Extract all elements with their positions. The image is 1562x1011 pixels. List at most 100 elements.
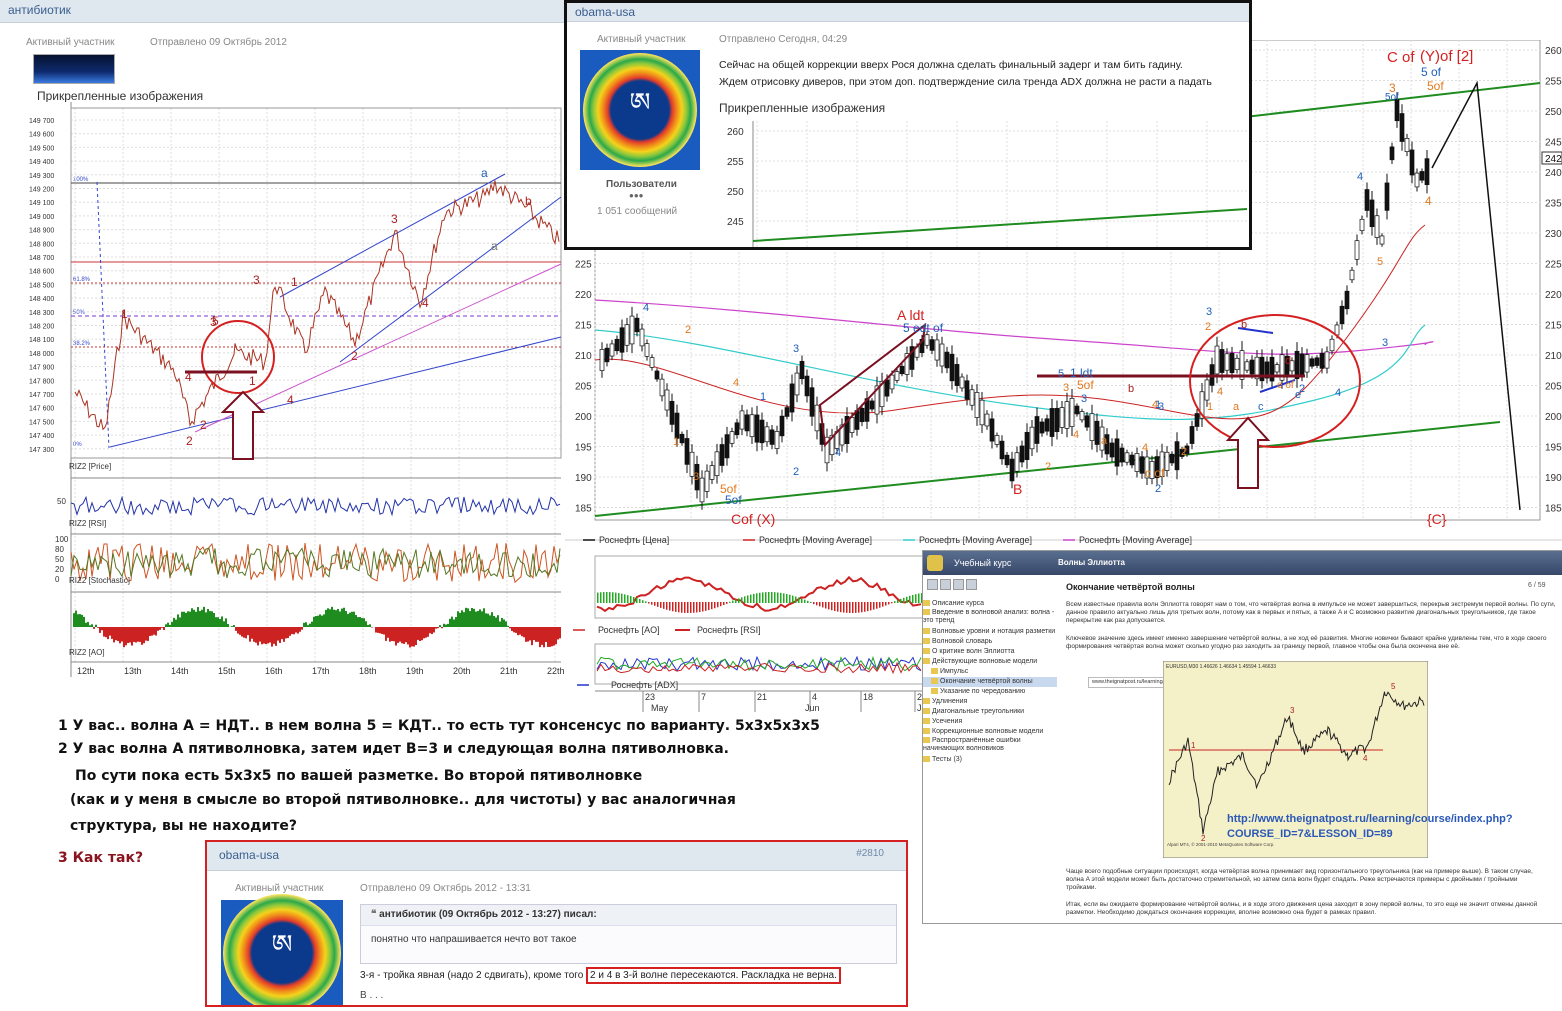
left-price-tick: 149 600	[29, 132, 54, 139]
course-header-title: Волны Эллиотта	[1058, 558, 1125, 567]
top-post: obama-usa Активный участник Отправлено С…	[564, 0, 1252, 250]
left-stoch-tick: 50	[55, 555, 64, 564]
main-wave-number: 4	[835, 447, 841, 459]
course-sidebar-label: Указание по чередованию	[940, 688, 1026, 695]
course-chart-wave: 2	[1201, 834, 1206, 843]
folder-icon	[923, 628, 930, 635]
course-sidebar-item[interactable]: Волновые уровни и нотация разметки	[923, 627, 1057, 637]
main-wave-number: 4	[1142, 442, 1148, 454]
top-post-attachments: Прикрепленные изображения	[719, 101, 886, 115]
course-sidebar-label: Окончание четвёртой волны	[940, 678, 1033, 685]
course-logo-icon	[927, 555, 943, 571]
course-sidebar-item[interactable]: Окончание четвёртой волны	[923, 677, 1057, 687]
toolbar-icon-3[interactable]	[953, 579, 964, 590]
course-sidebar-item[interactable]: Описание курса	[923, 599, 1057, 609]
folder-icon	[931, 678, 938, 685]
course-sidebar-label: Волновой словарь	[932, 638, 993, 645]
course-sidebar-item[interactable]: Введение в волновой анализ: волна - это …	[923, 609, 1057, 627]
main-price-tick-right: 240	[1545, 168, 1562, 179]
left-date-tick: 18th	[359, 666, 377, 676]
course-sidebar-item[interactable]: О критике волн Эллиотта	[923, 647, 1057, 657]
course-para-3: Чаще всего подобные ситуации происходят,…	[1066, 868, 1533, 891]
course-sidebar-label: Усечения	[932, 718, 963, 725]
main-wave-label: 5of	[725, 493, 742, 507]
left-chart[interactable]: 149 700 149 600 149 500 149 400 149 300 149 2…	[25, 102, 570, 687]
ind-legend-item: Роснефть [AO]	[598, 625, 660, 635]
top-post-username[interactable]: obama-usa	[575, 5, 636, 19]
reply-highlight: 2 и 4 в 3-й волне пересекаются. Раскладк…	[586, 967, 841, 984]
left-stoch-tick: 100	[55, 535, 69, 544]
course-link-2[interactable]: COURSE_ID=7&LESSON_ID=89	[1227, 828, 1393, 840]
left-stoch-tick: 80	[55, 545, 64, 554]
left-fib-label: 61.8%	[73, 277, 91, 283]
main-wave-label: c of	[1145, 466, 1165, 480]
left-panel-label: RIZ2 [RSI]	[69, 519, 106, 528]
main-wave-number: 3	[1063, 382, 1069, 394]
bottom-post-number[interactable]: #2810	[856, 848, 884, 859]
top-post-date: Отправлено Сегодня, 04:29	[719, 34, 848, 45]
main-wave-number: 2	[1155, 483, 1161, 495]
course-sidebar-item[interactable]: Импульс	[923, 667, 1057, 677]
course-chart[interactable]: EURUSD,M30 1.46626 1.46634 1.45594 1.466…	[1163, 661, 1428, 858]
top-avatar[interactable]: ཨ	[580, 50, 700, 170]
left-wave-label: 3	[253, 273, 260, 287]
course-titlebar	[923, 551, 1562, 575]
bottom-post: obama-usa #2810 Активный участник Отправ…	[205, 840, 908, 1007]
left-post-username[interactable]: антибиотик	[8, 3, 71, 17]
course-link-1[interactable]: http://www.theignatpost.ru/learning/cour…	[1227, 813, 1513, 825]
comment-line-1: 1 У вас.. волна А = НДТ.. в нем волна 5 …	[58, 718, 820, 734]
left-price-tick: 147 800	[29, 378, 54, 385]
course-sidebar-item[interactable]: Коррекционные волновые модели	[923, 727, 1057, 737]
left-panel-label: RIZ2 [AO]	[69, 648, 105, 657]
main-wave-label: 3	[1389, 81, 1396, 95]
quote-header: ❝ антибиотик (09 Октябрь 2012 - 13:27) п…	[361, 905, 896, 926]
main-price-tick-right: 205	[1545, 382, 1562, 393]
left-rsi-tick: 50	[57, 497, 66, 506]
top-post-dots: ●●●	[629, 191, 644, 200]
left-fib-label: 0%	[73, 442, 82, 448]
course-sidebar-item[interactable]: Волновой словарь	[923, 637, 1057, 647]
main-wave-number: c	[1258, 401, 1264, 413]
left-wave-label: 2	[351, 349, 358, 363]
main-wave-number: b	[1241, 319, 1247, 331]
course-sidebar-item[interactable]: Удлинения	[923, 697, 1057, 707]
main-date-tick: 7	[701, 692, 706, 702]
adx-legend: Роснефть [ADX]	[611, 680, 678, 690]
toolbar-icon-4[interactable]	[966, 579, 977, 590]
course-sidebar-item[interactable]: Тесты (3)	[923, 755, 1057, 765]
main-price-tick-right: 220	[1545, 290, 1562, 301]
main-indicators[interactable]: Роснефть [AO] Роснефть [RSI] Роснефть [AD…	[565, 552, 925, 717]
left-fib-label: 50%	[73, 310, 86, 316]
toolbar-icon-2[interactable]	[940, 579, 951, 590]
left-avatar[interactable]	[33, 54, 115, 84]
toolbar-icon-1[interactable]	[927, 579, 938, 590]
course-sidebar-item[interactable]: Диагональные треугольники	[923, 707, 1057, 717]
left-date-tick: 14th	[171, 666, 189, 676]
main-wave-number: 3	[1382, 337, 1388, 349]
main-price-tick-right: 255	[1545, 77, 1562, 88]
course-sidebar-label: Введение в волновой анализ: волна - это …	[923, 609, 1055, 624]
main-wave-label: B	[1013, 481, 1022, 497]
course-sidebar-item[interactable]: Действующие волновые модели	[923, 657, 1057, 667]
quote-author: антибиотик (09 Октябрь 2012 - 13:27) пис…	[379, 909, 597, 920]
main-wave-number: a	[1233, 401, 1240, 413]
left-date-tick: 22th	[547, 666, 565, 676]
left-price-tick: 148 900	[29, 228, 54, 235]
folder-icon	[923, 718, 930, 725]
left-wave-label: 3	[391, 212, 398, 226]
course-sidebar-label: Диагональные треугольники	[932, 708, 1025, 715]
left-wave-label: a	[491, 239, 498, 253]
main-legend-item: Роснефть [Цена]	[599, 535, 669, 545]
course-sidebar-item[interactable]: Усечения	[923, 717, 1057, 727]
left-wave-label: a	[481, 166, 488, 180]
folder-icon	[923, 737, 930, 744]
left-price-tick: 149 500	[29, 145, 54, 152]
course-sidebar-item[interactable]: Распространённые ошибки начинающих волно…	[923, 737, 1057, 755]
left-price-tick: 148 300	[29, 310, 54, 317]
course-sidebar-item[interactable]: Указание по чередованию	[923, 687, 1057, 697]
bottom-post-username[interactable]: obama-usa	[219, 848, 280, 862]
course-chart-title: EURUSD,M30 1.46626 1.46634 1.45594 1.466…	[1166, 664, 1276, 670]
main-wave-label: 5of	[1385, 92, 1399, 103]
bottom-avatar[interactable]: ཨ	[221, 893, 343, 1005]
